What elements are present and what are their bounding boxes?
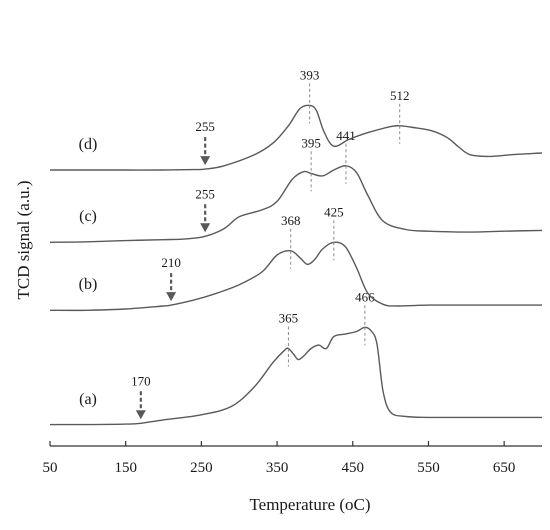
- onset-label: 255: [195, 119, 215, 134]
- series-label: (a): [79, 391, 97, 408]
- peak-label: 466: [355, 289, 375, 304]
- peak-label: 393: [300, 67, 320, 82]
- series-line: [50, 104, 543, 171]
- x-tick-label: 250: [190, 460, 213, 476]
- peak-label: 512: [390, 88, 410, 103]
- peak-label: 365: [279, 311, 299, 326]
- x-tick-label: 650: [493, 460, 516, 476]
- peak-label: 395: [301, 135, 321, 150]
- onset-label: 210: [161, 255, 181, 270]
- y-axis-title: TCD signal (a.u.): [14, 181, 33, 300]
- x-tick-label: 150: [114, 460, 137, 476]
- x-tick-label: 550: [417, 460, 440, 476]
- x-axis-title: Temperature (oC): [249, 495, 370, 514]
- onset-label: 170: [131, 373, 151, 388]
- x-tick-label: 50: [43, 460, 58, 476]
- series-line: [49, 165, 543, 243]
- onset-arrow-head: [200, 156, 211, 166]
- peak-label: 425: [324, 204, 344, 219]
- onset-label: 255: [195, 186, 215, 201]
- x-tick-label: 450: [342, 460, 365, 476]
- series-label: (b): [79, 276, 98, 293]
- series-label: (c): [79, 208, 97, 225]
- onset-arrow-head: [200, 223, 211, 233]
- x-tick-label: 350: [266, 460, 289, 476]
- plot-area: 50 150 250 350 450 550 650 (a) 365 466 170 (b) 368 42…: [43, 67, 543, 476]
- onset-arrow-head: [166, 292, 177, 302]
- peak-label: 368: [281, 213, 301, 228]
- series-line: [49, 241, 542, 312]
- onset-arrow-head: [135, 410, 146, 420]
- series-line: [50, 326, 542, 426]
- series-label: (d): [79, 136, 98, 153]
